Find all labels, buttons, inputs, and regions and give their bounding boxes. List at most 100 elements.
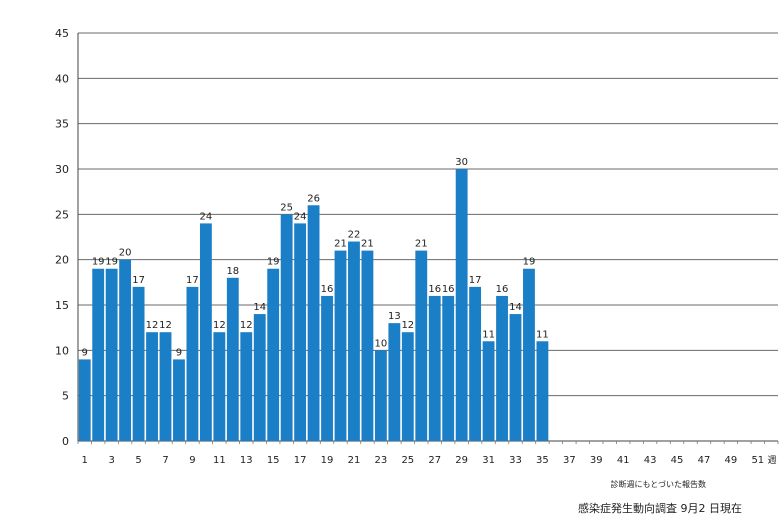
data-label: 16 xyxy=(442,284,455,295)
bar xyxy=(469,286,482,441)
y-tick-label: 0 xyxy=(62,435,69,448)
data-label: 16 xyxy=(321,284,334,295)
bar xyxy=(294,223,307,441)
x-tick-label: 3 xyxy=(108,455,114,466)
data-label: 30 xyxy=(455,157,468,168)
x-tick-label: 15 xyxy=(267,455,280,466)
x-tick-label: 27 xyxy=(428,455,441,466)
x-tick-label: 13 xyxy=(240,455,253,466)
bar xyxy=(428,295,441,441)
data-label: 12 xyxy=(401,320,414,331)
bar xyxy=(401,332,414,441)
data-label: 12 xyxy=(240,320,253,331)
data-label: 12 xyxy=(159,320,172,331)
bar xyxy=(105,268,118,441)
data-label: 17 xyxy=(186,275,199,286)
bar xyxy=(415,250,428,441)
bar xyxy=(536,341,549,441)
x-tick-label: 5 xyxy=(135,455,141,466)
data-label: 18 xyxy=(226,266,239,277)
data-label: 11 xyxy=(482,329,495,340)
bar xyxy=(173,359,185,441)
x-tick-label: 33 xyxy=(509,455,522,466)
bar xyxy=(240,332,253,441)
data-label: 26 xyxy=(307,193,320,204)
x-tick-label: 41 xyxy=(617,455,630,466)
bar xyxy=(361,250,374,441)
bar xyxy=(159,332,172,441)
bar xyxy=(280,214,293,441)
x-tick-label: 31 xyxy=(482,455,495,466)
bar xyxy=(442,295,455,441)
y-tick-label: 10 xyxy=(55,344,69,357)
data-label: 10 xyxy=(375,338,388,349)
data-label: 12 xyxy=(213,320,226,331)
bar xyxy=(523,268,535,441)
bar xyxy=(307,205,320,441)
bar xyxy=(455,169,468,441)
bar xyxy=(186,286,199,441)
bar xyxy=(199,223,212,441)
bar xyxy=(496,295,508,441)
bar xyxy=(119,259,132,441)
data-label: 20 xyxy=(119,248,132,259)
x-tick-label: 45 xyxy=(671,455,684,466)
y-tick-label: 40 xyxy=(55,72,69,85)
bar xyxy=(321,295,333,441)
bar xyxy=(348,241,360,441)
bar xyxy=(509,314,522,441)
bar xyxy=(213,332,226,441)
bar xyxy=(374,350,387,441)
x-tick-label: 7 xyxy=(162,455,168,466)
source-note: 感染症発生動向調査 9月2 日現在 xyxy=(578,502,742,515)
y-tick-label: 25 xyxy=(55,208,69,221)
x-tick-label: 49 xyxy=(725,455,738,466)
bar xyxy=(146,332,158,441)
data-label: 13 xyxy=(388,311,401,322)
y-tick-label: 5 xyxy=(62,390,69,403)
x-tick-label: 35 xyxy=(536,455,549,466)
y-tick-label: 20 xyxy=(55,254,69,267)
data-label: 17 xyxy=(469,275,482,286)
data-label: 9 xyxy=(176,347,182,358)
y-tick-label: 30 xyxy=(55,163,69,176)
x-tick-label: 9 xyxy=(189,455,195,466)
data-label: 16 xyxy=(496,284,509,295)
bar xyxy=(92,268,105,441)
data-label: 21 xyxy=(334,239,347,250)
bar xyxy=(334,250,347,441)
data-label: 14 xyxy=(509,302,522,313)
bar xyxy=(226,277,239,441)
data-label: 25 xyxy=(280,202,293,213)
data-label: 19 xyxy=(105,257,118,268)
bar xyxy=(388,323,401,441)
data-label: 11 xyxy=(536,329,549,340)
x-tick-label: 17 xyxy=(294,455,307,466)
y-tick-label: 15 xyxy=(55,299,69,312)
x-tick-label: 47 xyxy=(698,455,711,466)
bar xyxy=(267,268,280,441)
y-tick-label: 35 xyxy=(55,118,69,131)
y-tick-label: 45 xyxy=(55,27,69,40)
data-label: 17 xyxy=(132,275,145,286)
x-tick-label: 29 xyxy=(455,455,468,466)
data-label: 16 xyxy=(428,284,441,295)
bar xyxy=(253,314,266,441)
x-tick-label: 37 xyxy=(563,455,576,466)
bar xyxy=(78,359,91,441)
data-label: 21 xyxy=(415,239,428,250)
x-axis-note: 診断週にもとづいた報告数 xyxy=(610,480,706,489)
data-label: 21 xyxy=(361,239,374,250)
data-label: 19 xyxy=(92,257,105,268)
data-label: 24 xyxy=(200,211,213,222)
data-label: 9 xyxy=(82,347,88,358)
x-axis-unit-label: 週 xyxy=(767,455,776,466)
x-tick-label: 19 xyxy=(321,455,334,466)
data-label: 22 xyxy=(348,230,361,241)
x-tick-label: 25 xyxy=(401,455,414,466)
data-label: 14 xyxy=(253,302,266,313)
data-label: 24 xyxy=(294,211,307,222)
data-label: 12 xyxy=(146,320,159,331)
x-tick-label: 51 xyxy=(751,455,764,466)
